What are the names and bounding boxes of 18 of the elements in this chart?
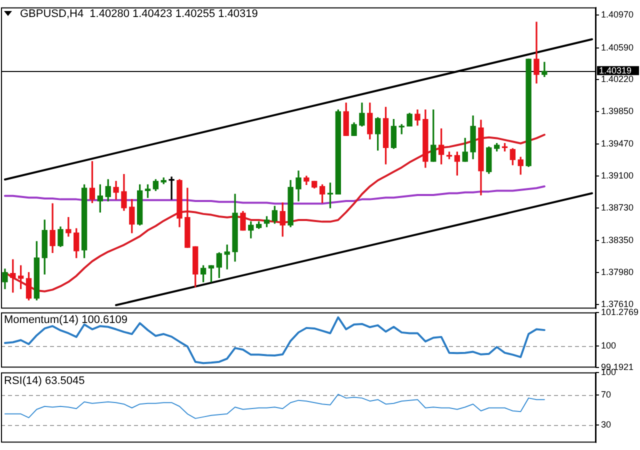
y-tick-label: 1.40220 [601,74,634,84]
y-tick-label: 1.40590 [601,42,634,52]
chart-title: RSI(14) 63.5045 [4,375,85,388]
y-tick-label: 1.38730 [601,202,634,212]
ref-line-label: 1.40319 [599,66,632,76]
chart-title: GBPUSD,H4 1.40280 1.40423 1.40255 1.40319 [20,8,258,21]
y-tick-label: 1.37610 [601,298,634,309]
y-tick-label: 70 [601,390,612,400]
y-tick-label: 100 [601,340,616,351]
y-tick-label: 1.39100 [601,170,634,181]
y-tick-label: 30 [601,420,612,430]
y-tick-label: 1.39470 [601,138,634,149]
y-tick-label: 1.37980 [601,266,634,277]
y-tick-label: 1.39850 [601,106,634,116]
y-tick-label: 1.38350 [601,235,634,246]
chart-title: Momentum(14) 100.6109 [4,314,128,327]
y-tick-label: 101.2769 [601,306,639,317]
y-tick-label: 1.40970 [601,10,634,20]
